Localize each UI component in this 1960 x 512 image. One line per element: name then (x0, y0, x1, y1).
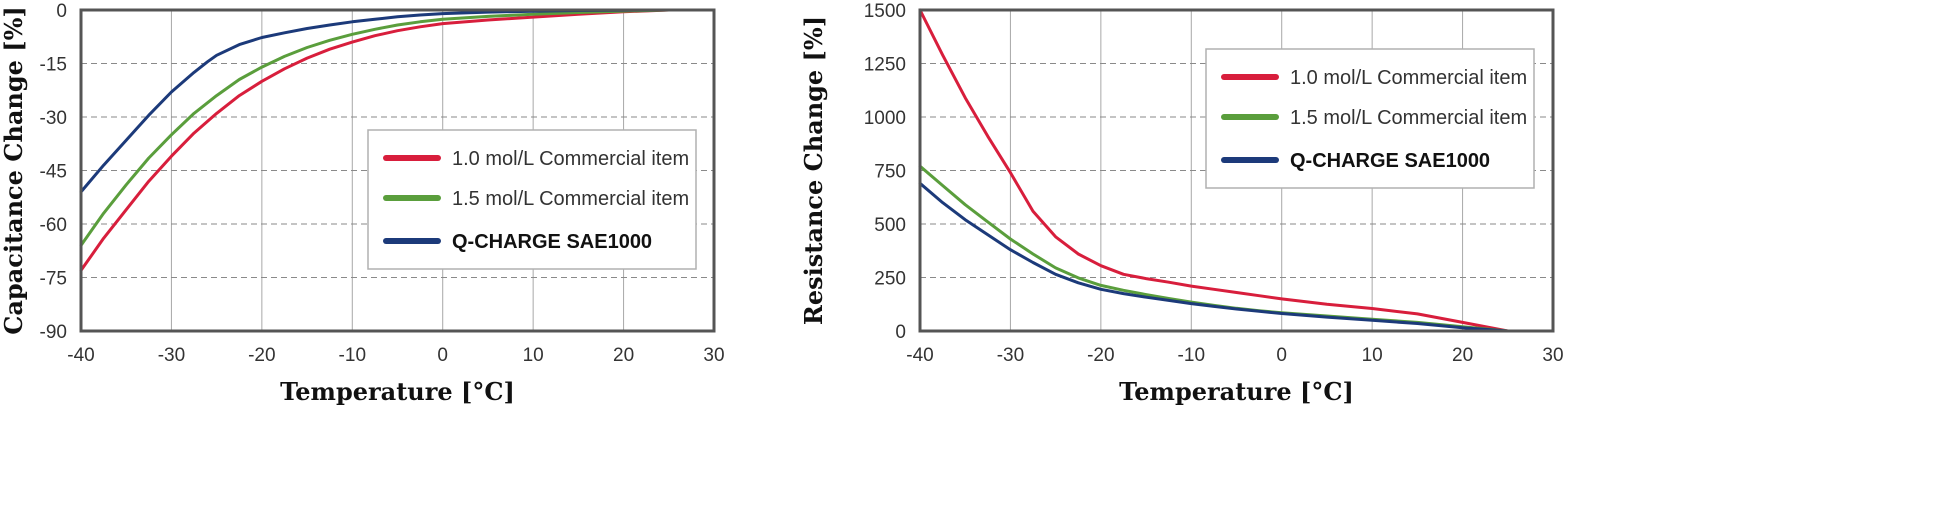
x-tick-label: -40 (67, 345, 94, 366)
legend-label: 1.0 mol/L Commercial item (452, 148, 689, 170)
plot-frame (918, 8, 1555, 333)
y-tick-label: -15 (40, 55, 67, 76)
x-tick-label: 10 (1362, 345, 1383, 366)
chart-2: -40 -30 -20 -10 0 10 20 30 1500 1250 1000 750 500 250… (799, 1, 1564, 406)
y-tick-label: 500 (874, 215, 906, 236)
legend: 1.0 mol/L Commercial item 1.5 mol/L Comme… (367, 129, 697, 270)
legend-label: Q-CHARGE SAE1000 (452, 231, 652, 253)
x-tick-label: -30 (997, 345, 1024, 366)
y-tick-label: -75 (40, 269, 67, 290)
y-tick-label: -60 (40, 215, 67, 236)
x-tick-label: 30 (703, 345, 724, 366)
x-tick-label: -10 (1178, 345, 1205, 366)
series-line (918, 181, 1510, 333)
y-axis-title: Resistance Change [%] (799, 16, 828, 325)
x-tick-label: 30 (1542, 345, 1563, 366)
x-tick-label: 20 (1452, 345, 1473, 366)
x-axis-title: Temperature [°C] (1119, 377, 1354, 406)
legend-label: 1.5 mol/L Commercial item (452, 188, 689, 210)
y-tick-label: -30 (40, 108, 67, 129)
x-tick-label: 10 (523, 345, 544, 366)
y-tick-label: 250 (874, 269, 906, 290)
x-tick-label: -20 (248, 345, 275, 366)
y-tick-label: 1000 (864, 108, 906, 129)
legend-label: 1.5 mol/L Commercial item (1290, 107, 1527, 129)
x-tick-label: -40 (906, 345, 933, 366)
y-tick-label: 0 (895, 322, 906, 343)
legend: 1.0 mol/L Commercial item 1.5 mol/L Comme… (1205, 48, 1535, 189)
series-line (918, 8, 1510, 333)
x-tick-label: 0 (437, 345, 448, 366)
plot-frame (79, 8, 716, 333)
y-axis-title: Capacitance Change [%] (0, 6, 28, 335)
legend-label: Q-CHARGE SAE1000 (1290, 150, 1490, 172)
y-tick-label: 750 (874, 162, 906, 183)
x-axis-title: Temperature [°C] (280, 377, 515, 406)
y-tick-label: -90 (40, 322, 67, 343)
x-tick-label: -20 (1087, 345, 1114, 366)
x-tick-label: 0 (1276, 345, 1287, 366)
x-tick-label: -30 (158, 345, 185, 366)
series-line (79, 8, 671, 272)
y-tick-label: 0 (56, 1, 67, 22)
x-tick-label: 20 (613, 345, 634, 366)
series-line (79, 8, 671, 194)
y-tick-label: 1250 (864, 55, 906, 76)
y-tick-label: 1500 (864, 1, 906, 22)
series-line (79, 8, 671, 247)
chart-1: -40 -30 -20 -10 0 10 20 30 0 -15 -30 -45 -60 -75 -90 Te… (0, 1, 725, 406)
y-tick-label: -45 (40, 162, 67, 183)
legend-label: 1.0 mol/L Commercial item (1290, 67, 1527, 89)
x-tick-label: -10 (339, 345, 366, 366)
